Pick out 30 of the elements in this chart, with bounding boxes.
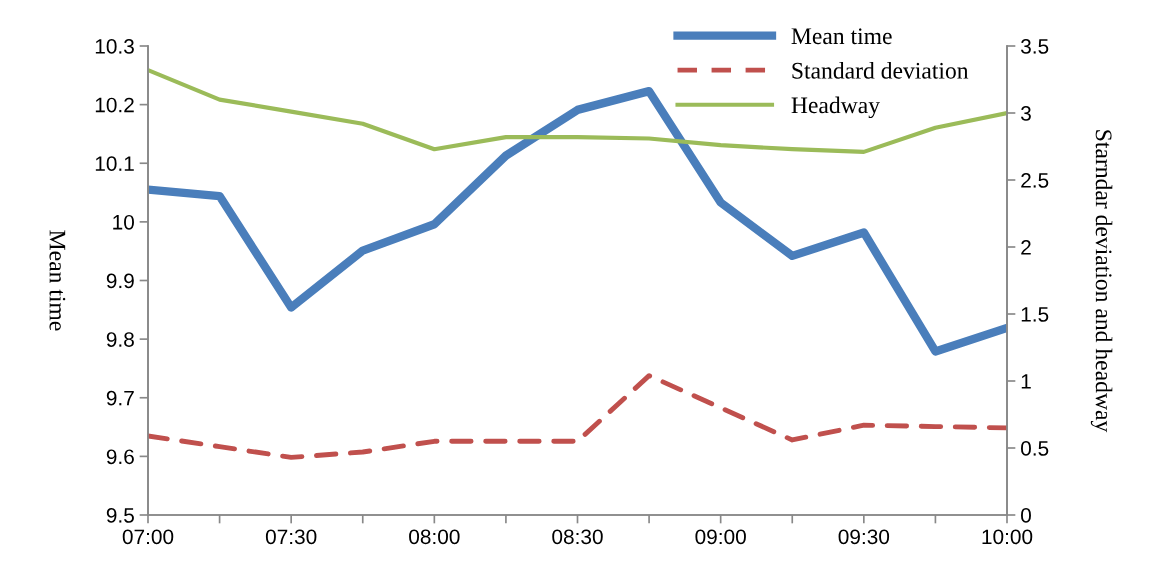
y-tick-label: 9.7 bbox=[106, 390, 134, 406]
x-tick-label: 07:00 bbox=[122, 529, 174, 545]
y-tick-label: 10.2 bbox=[95, 97, 134, 113]
y-tick-label: 9.5 bbox=[106, 508, 134, 523]
y2-tick-label: 1.5 bbox=[1021, 307, 1049, 322]
y2-axis-title: Starndar deviation and headway bbox=[1090, 130, 1113, 433]
legend-label: Mean time bbox=[791, 28, 892, 45]
y2-tick-label: 3 bbox=[1020, 106, 1031, 121]
x-tick-label: 10:00 bbox=[982, 529, 1033, 545]
y-tick-label: 9.9 bbox=[106, 273, 134, 289]
x-tick-label: 08:00 bbox=[409, 529, 460, 545]
y-tick-label: 10.1 bbox=[95, 156, 134, 171]
x-tick-label: 08:30 bbox=[552, 529, 603, 545]
y2-tick-label: 1 bbox=[1021, 374, 1031, 389]
y2-tick-label: 0.5 bbox=[1021, 441, 1049, 456]
y-axis-title: Mean time bbox=[49, 230, 66, 331]
y2-tick-label: 0 bbox=[1021, 508, 1031, 523]
line-series bbox=[148, 373, 1007, 460]
x-tick-label: 09:00 bbox=[695, 529, 746, 545]
x-tick-label: 07:30 bbox=[265, 529, 317, 545]
x-tick-label: 09:30 bbox=[838, 529, 890, 545]
y-tick-label: 9.6 bbox=[106, 449, 134, 465]
y-tick-label: 10 bbox=[113, 214, 134, 230]
y-tick-label: 10.3 bbox=[95, 39, 134, 54]
legend-label: Standard deviation bbox=[792, 62, 969, 79]
legend-label: Headway bbox=[791, 96, 880, 119]
y2-tick-label: 2 bbox=[1021, 240, 1031, 255]
y2-tick-label: 2.5 bbox=[1021, 173, 1049, 188]
y-tick-label: 9.8 bbox=[106, 332, 134, 347]
y2-tick-label: 3.5 bbox=[1020, 39, 1049, 54]
